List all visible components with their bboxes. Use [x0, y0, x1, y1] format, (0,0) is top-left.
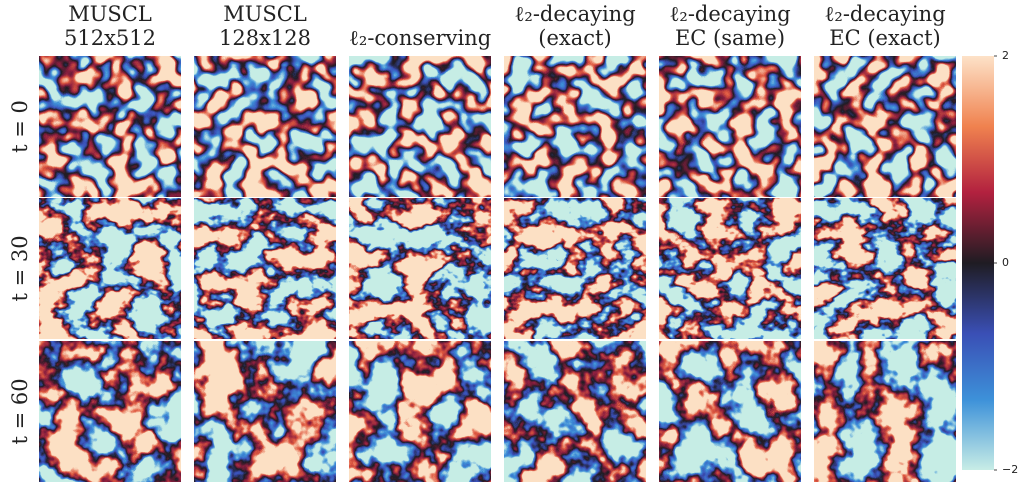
colorbar: [962, 56, 994, 470]
field-panel: [659, 56, 801, 197]
field-panel: [504, 341, 646, 482]
colorbar-tick-label: −2: [1002, 463, 1018, 476]
field-panel: [659, 198, 801, 339]
column-title: MUSCL: [223, 2, 307, 26]
field-panel: [39, 56, 181, 197]
column-title: (exact): [538, 26, 611, 50]
field-panel: [194, 341, 336, 482]
field-panel: [39, 341, 181, 482]
field-panel: [194, 56, 336, 197]
column-title: ℓ₂-decaying: [514, 2, 635, 26]
field-panel: [659, 341, 801, 482]
column-title: ℓ₂-decaying: [824, 2, 945, 26]
field-panel: [814, 56, 956, 197]
row-label: t = 0: [8, 100, 32, 153]
column-title: EC (exact): [829, 26, 940, 50]
column-title: 128x128: [219, 26, 311, 50]
field-panel: [349, 56, 491, 197]
colorbar-tick-label: 0: [1002, 256, 1009, 269]
field-panel: [39, 198, 181, 339]
field-panel: [194, 198, 336, 339]
column-title: EC (same): [675, 26, 785, 50]
field-panel: [814, 198, 956, 339]
colorbar-tick-label: 2: [1002, 49, 1009, 62]
row-label: t = 30: [8, 235, 32, 301]
column-title: MUSCL: [68, 2, 152, 26]
row-label: t = 60: [8, 378, 32, 444]
field-panel: [349, 341, 491, 482]
field-panel: [814, 341, 956, 482]
column-title: ℓ₂-conserving: [349, 26, 491, 50]
field-panel: [349, 198, 491, 339]
column-title: 512x512: [64, 26, 156, 50]
column-title: ℓ₂-decaying: [669, 2, 790, 26]
field-panel: [504, 56, 646, 197]
field-panel: [504, 198, 646, 339]
